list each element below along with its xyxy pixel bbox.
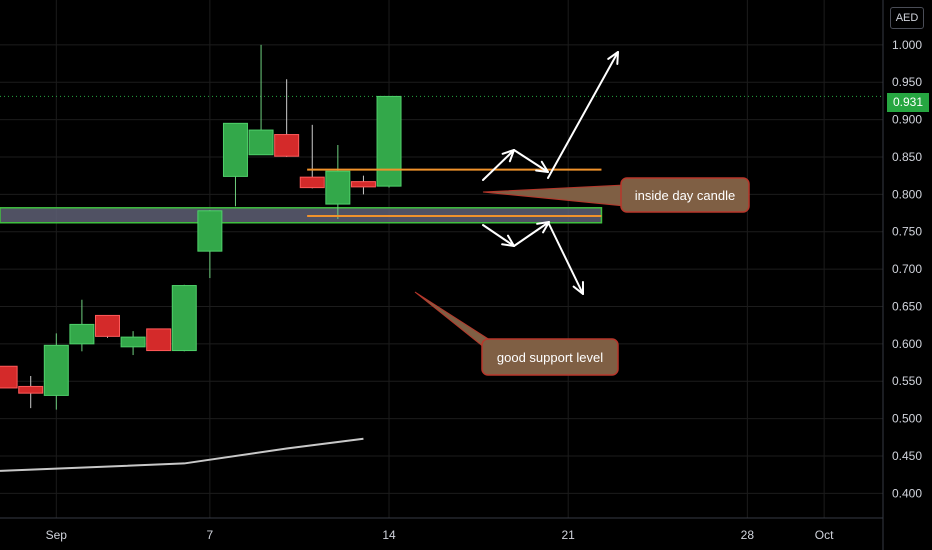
arrow-up-2-path <box>513 221 550 247</box>
arrow-down-1 <box>513 149 549 173</box>
time-tick-4: 28 <box>741 528 755 542</box>
candle-7 <box>171 284 197 352</box>
candle-11 <box>274 79 300 157</box>
arrow-down-1-path <box>513 149 549 173</box>
price-tick-9: 0.550 <box>892 374 922 388</box>
candle-10 <box>248 44 274 156</box>
currency-badge[interactable]: AED <box>890 7 924 29</box>
candle-body <box>274 134 300 157</box>
arrow-down-target-head <box>572 281 584 295</box>
arrow-down-2-path <box>482 224 515 247</box>
inside-day-callout-text: inside day candle <box>635 188 735 203</box>
time-axis-labels: Sep 7 14 21 28 Oct <box>46 528 835 542</box>
price-tick-12: 0.400 <box>892 486 922 500</box>
candle-8 <box>197 210 223 279</box>
candle-body <box>69 323 95 345</box>
candle-body <box>0 365 18 389</box>
candle-body <box>325 170 351 205</box>
price-tick-5: 0.750 <box>892 225 922 239</box>
arrow-down-1-head <box>535 160 549 173</box>
inside-day-callout-box <box>620 177 750 213</box>
candle-13 <box>325 145 351 220</box>
candle-9 <box>222 122 248 207</box>
last-price-badge: 0.931 <box>887 93 929 112</box>
candle-0 <box>0 365 18 389</box>
candles <box>0 44 402 410</box>
candle-4 <box>94 314 120 338</box>
callouts-layer: inside day candle good support level <box>414 177 750 376</box>
chart-grid <box>0 0 883 518</box>
candle-body <box>146 328 172 352</box>
inside-day-callout-pointer <box>482 184 625 207</box>
time-tick-0: Sep <box>46 528 68 542</box>
candle-body <box>222 122 248 177</box>
candle-5 <box>120 331 146 356</box>
price-tick-2: 0.900 <box>892 113 922 127</box>
candle-body <box>18 385 44 394</box>
price-tick-0: 1.000 <box>892 38 922 52</box>
moving-average-layer <box>0 437 364 472</box>
time-tick-2: 14 <box>382 528 396 542</box>
time-tick-3: 21 <box>562 528 576 542</box>
candle-12 <box>299 124 325 189</box>
price-axis-labels: 1.000 0.950 0.900 0.850 0.800 0.750 0.700 0.650… <box>892 38 922 500</box>
candle-body <box>94 314 120 337</box>
arrow-down-target-path <box>548 223 584 295</box>
arrow-up-1-path <box>482 149 515 181</box>
price-tick-10: 0.500 <box>892 412 922 426</box>
candle-3 <box>69 299 95 352</box>
candle-body <box>197 210 223 252</box>
candle-2 <box>43 333 69 410</box>
candle-body <box>43 344 69 396</box>
arrow-up-target-head <box>607 51 619 65</box>
candle-6 <box>146 328 172 352</box>
candle-body <box>299 176 325 189</box>
price-tick-8: 0.600 <box>892 337 922 351</box>
axes-layer <box>0 0 884 550</box>
arrow-up-2 <box>513 221 550 247</box>
candle-14 <box>350 175 376 195</box>
arrow-down-target <box>548 223 584 295</box>
price-tick-4: 0.800 <box>892 187 922 201</box>
arrow-up-target-path <box>547 51 619 179</box>
price-tick-1: 0.950 <box>892 75 922 89</box>
support-callout-box <box>481 338 619 376</box>
arrow-up-2-head <box>536 221 550 234</box>
candle-body <box>120 336 146 348</box>
arrow-up-1 <box>482 149 515 181</box>
time-tick-1: 7 <box>207 528 214 542</box>
price-tick-7: 0.650 <box>892 299 922 313</box>
support-callout-pointer <box>414 291 494 353</box>
candle-body <box>350 181 376 188</box>
arrow-down-2 <box>482 224 515 247</box>
price-tick-6: 0.700 <box>892 262 922 276</box>
price-tick-3: 0.850 <box>892 150 922 164</box>
price-tick-11: 0.450 <box>892 449 922 463</box>
candle-body <box>171 285 197 352</box>
time-tick-5: Oct <box>815 528 834 542</box>
arrows-layer <box>482 51 619 295</box>
arrow-up-target <box>547 51 619 179</box>
candle-body <box>376 95 402 187</box>
candle-15 <box>376 95 402 188</box>
moving-average-line <box>0 437 364 472</box>
support-callout-text: good support level <box>497 350 603 365</box>
candle-body <box>248 129 274 156</box>
candle-1 <box>18 375 44 409</box>
